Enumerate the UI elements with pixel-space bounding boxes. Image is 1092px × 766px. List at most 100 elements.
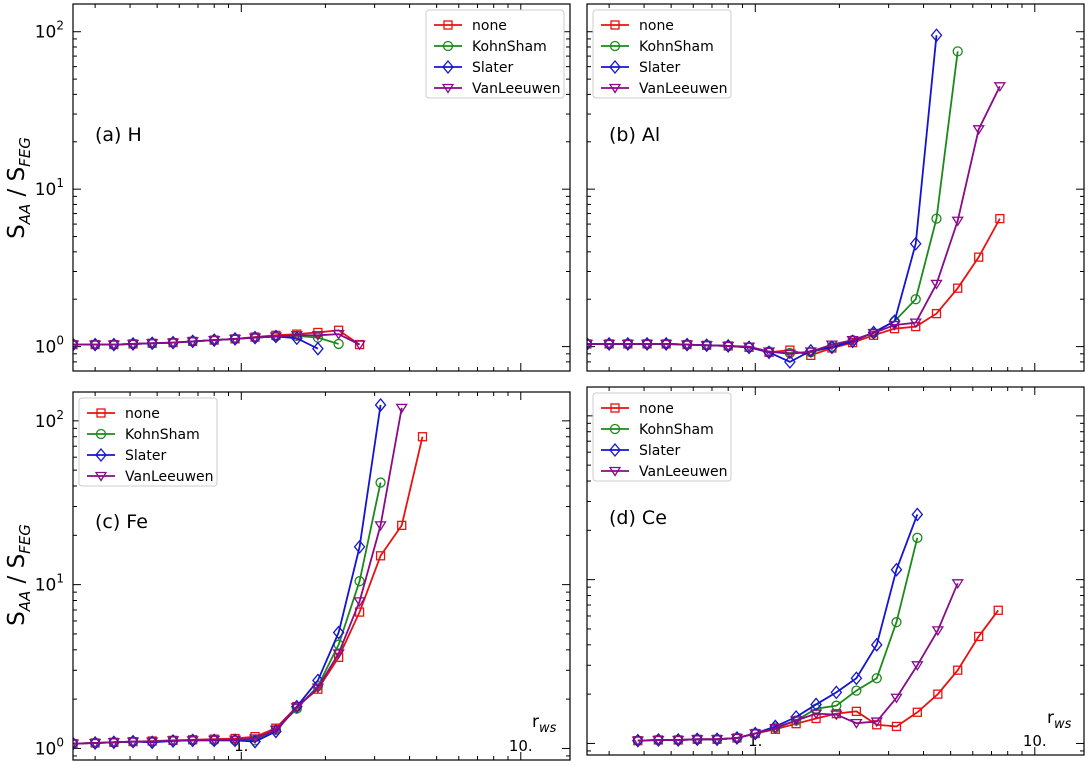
legend-label: VanLeeuwen bbox=[639, 464, 728, 480]
data-point-Slater bbox=[911, 507, 924, 522]
data-point-VanLeeuwen bbox=[374, 521, 387, 532]
y-tick-label: 102 bbox=[35, 408, 64, 432]
data-point-none bbox=[931, 308, 942, 319]
data-point-VanLeeuwen bbox=[825, 340, 839, 351]
legend-frame bbox=[78, 397, 218, 487]
data-point-Slater bbox=[249, 734, 261, 749]
legend-item-none: none bbox=[601, 401, 674, 417]
series-line-VanLeeuwen bbox=[73, 407, 403, 745]
ticks bbox=[73, 392, 570, 760]
data-point-Slater bbox=[374, 397, 387, 412]
legend-label: Slater bbox=[472, 60, 513, 76]
data-point-VanLeeuwen bbox=[870, 717, 883, 728]
data-point-VanLeeuwen bbox=[88, 738, 102, 749]
legend-marker bbox=[609, 442, 621, 458]
legend-item-none: none bbox=[434, 18, 507, 34]
data-point-VanLeeuwen bbox=[722, 341, 735, 352]
legend-item-KohnSham: KohnSham bbox=[601, 422, 714, 438]
y-tick-label-base: 10 bbox=[35, 576, 57, 596]
data-point-Slater bbox=[850, 671, 863, 686]
series-VanLeeuwen bbox=[73, 403, 408, 750]
plot-area bbox=[631, 507, 1003, 748]
legend-label: VanLeeuwen bbox=[639, 81, 728, 97]
y-tick-label-base: 10 bbox=[35, 338, 57, 358]
legend-marker bbox=[94, 471, 108, 482]
plot-area bbox=[73, 325, 366, 356]
legend-item-KohnSham: KohnSham bbox=[434, 39, 547, 55]
data-point-Slater bbox=[312, 341, 324, 356]
data-point-VanLeeuwen bbox=[742, 342, 756, 353]
data-point-KohnSham bbox=[910, 294, 921, 305]
data-point-VanLeeuwen bbox=[208, 335, 221, 346]
data-point-VanLeeuwen bbox=[146, 737, 159, 748]
legend-item-none: none bbox=[87, 406, 160, 422]
data-point-VanLeeuwen bbox=[769, 723, 782, 734]
legend-item-Slater: Slater bbox=[601, 442, 680, 459]
x-tick-label: 10. bbox=[1023, 732, 1047, 750]
legend-item-VanLeeuwen: VanLeeuwen bbox=[434, 81, 561, 97]
data-point-VanLeeuwen bbox=[993, 82, 1007, 93]
legend-label: VanLeeuwen bbox=[472, 81, 561, 97]
data-point-VanLeeuwen bbox=[867, 328, 880, 339]
data-point-VanLeeuwen bbox=[353, 340, 366, 351]
legend-label: Slater bbox=[125, 448, 166, 464]
axis-labels: SAA / SFEG SAA / SFEG rws rws bbox=[4, 137, 1072, 736]
legend: none KohnSham Slater VanLeeuwen bbox=[425, 9, 565, 99]
data-point-Slater bbox=[332, 625, 345, 640]
y-tick-label-base: 10 bbox=[35, 180, 57, 200]
data-point-VanLeeuwen bbox=[146, 339, 159, 350]
data-point-KohnSham bbox=[375, 477, 386, 488]
data-point-KohnSham bbox=[891, 617, 902, 628]
data-point-none bbox=[891, 721, 902, 732]
data-point-VanLeeuwen bbox=[691, 735, 704, 746]
data-point-VanLeeuwen bbox=[631, 736, 644, 747]
data-point-VanLeeuwen bbox=[332, 329, 345, 340]
xlabel-right-main: r bbox=[1047, 708, 1054, 728]
data-point-Slater bbox=[784, 354, 796, 369]
panel-title: (d) Ce bbox=[609, 507, 667, 529]
data-point-VanLeeuwen bbox=[166, 736, 180, 747]
data-point-VanLeeuwen bbox=[353, 597, 366, 608]
data-point-KohnSham bbox=[952, 46, 963, 57]
data-point-VanLeeuwen bbox=[700, 341, 713, 351]
data-point-none bbox=[995, 213, 1005, 224]
legend-marker bbox=[610, 20, 620, 30]
data-point-KohnSham bbox=[871, 673, 882, 684]
legend-item-VanLeeuwen: VanLeeuwen bbox=[601, 81, 728, 97]
data-point-VanLeeuwen bbox=[311, 331, 325, 342]
y-tick-label-exp: 2 bbox=[56, 19, 64, 33]
data-point-Slater bbox=[830, 685, 843, 700]
ylabel-top: SAA / SFEG bbox=[4, 137, 34, 239]
data-point-none bbox=[851, 706, 862, 717]
data-point-VanLeeuwen bbox=[762, 347, 776, 358]
y-tick-label: 102 bbox=[35, 19, 64, 43]
data-point-VanLeeuwen bbox=[749, 729, 762, 740]
data-point-VanLeeuwen bbox=[126, 737, 140, 748]
legend-marker bbox=[609, 423, 621, 435]
data-point-VanLeeuwen bbox=[228, 735, 242, 746]
data-point-none bbox=[417, 432, 428, 442]
y-tick-label: 101 bbox=[35, 176, 64, 200]
data-point-VanLeeuwen bbox=[640, 339, 654, 350]
legend-frame bbox=[425, 9, 565, 99]
legend: none KohnSham Slater VanLeeuwen bbox=[592, 392, 732, 482]
data-point-VanLeeuwen bbox=[602, 339, 616, 350]
data-point-Slater bbox=[790, 709, 802, 725]
legend-item-KohnSham: KohnSham bbox=[601, 39, 714, 55]
legend-marker bbox=[609, 40, 621, 52]
legend-marker bbox=[442, 59, 454, 75]
data-point-VanLeeuwen bbox=[909, 318, 922, 329]
plot-area bbox=[73, 397, 428, 751]
y-tick-label: 101 bbox=[35, 572, 64, 596]
data-point-VanLeeuwen bbox=[972, 125, 985, 136]
data-point-VanLeeuwen bbox=[208, 735, 221, 746]
xlabel-right: rws bbox=[1047, 708, 1072, 732]
series-line-VanLeeuwen bbox=[637, 582, 959, 742]
panel-frame bbox=[72, 391, 571, 761]
legend-label: KohnSham bbox=[472, 39, 547, 55]
data-point-VanLeeuwen bbox=[660, 339, 673, 350]
data-point-VanLeeuwen bbox=[672, 735, 685, 746]
